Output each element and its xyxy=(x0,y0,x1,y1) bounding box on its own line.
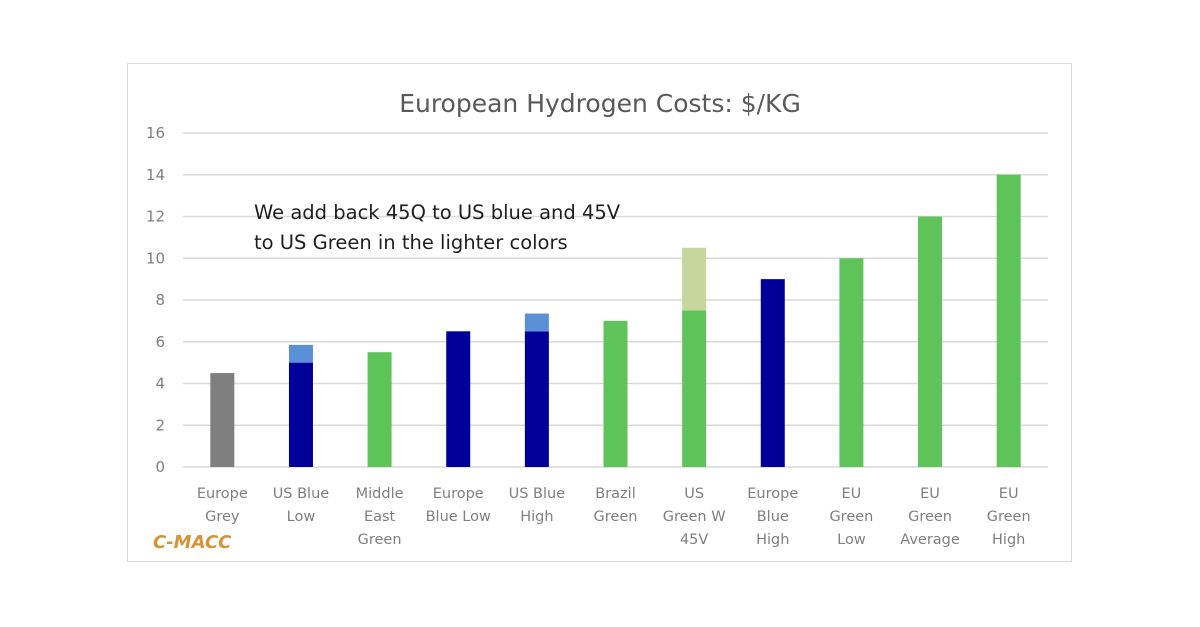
x-category-label-line: High xyxy=(992,532,1025,548)
y-tick-label: 2 xyxy=(155,416,165,434)
x-category-label: US Blue High xyxy=(509,486,566,525)
bar-base xyxy=(918,216,943,467)
x-category-label-line: High xyxy=(756,532,789,548)
bar-base xyxy=(524,331,549,467)
x-category-label: EU Green High xyxy=(987,486,1031,548)
c-macc-logo: C-MACC xyxy=(153,532,232,553)
y-tick-label: 14 xyxy=(146,166,165,184)
bar-base xyxy=(446,331,471,467)
x-category-label-line: Green W xyxy=(663,509,726,525)
y-tick-label: 12 xyxy=(146,208,165,226)
y-tick-label: 4 xyxy=(155,375,165,393)
x-category-label-line: Low xyxy=(837,532,866,548)
y-tick-label: 8 xyxy=(155,291,165,309)
y-tick-label: 10 xyxy=(146,249,165,267)
x-category-label-line: Green xyxy=(594,509,638,525)
x-category-label-line: Average xyxy=(900,532,960,548)
x-category-label: Middle East Green xyxy=(356,486,404,548)
x-category-label-line: Europe xyxy=(747,486,798,502)
x-category-label-line: Europe xyxy=(433,486,484,502)
bar-base xyxy=(603,320,628,467)
y-tick-label: 6 xyxy=(155,333,165,351)
bar-credit-addback xyxy=(288,344,313,363)
x-category-label-line: Green xyxy=(358,532,402,548)
x-category-label-line: Green xyxy=(987,509,1031,525)
x-category-label: EU Green Low xyxy=(829,486,873,548)
x-category-label: Europe Blue High xyxy=(747,486,798,548)
bar-base xyxy=(839,258,864,467)
bar-base xyxy=(682,310,707,467)
chart-frame: European Hydrogen Costs: $/KG 0 2 4 6 8 10 12 1… xyxy=(127,63,1072,562)
x-category-label-line: US xyxy=(684,486,704,502)
x-category-label: Europe Grey xyxy=(197,486,248,525)
x-category-label-line: Middle xyxy=(356,486,404,502)
x-category-label-line: 45V xyxy=(680,532,708,548)
annotation-line-2: to US Green in the lighter colors xyxy=(254,231,568,254)
x-category-label-line: Europe xyxy=(197,486,248,502)
y-tick-label: 0 xyxy=(155,458,165,476)
chart-title: European Hydrogen Costs: $/KG xyxy=(399,89,801,118)
x-axis-labels: Europe Grey US Blue Low Middle East Green Europ… xyxy=(197,486,1031,548)
x-category-label-line: US Blue xyxy=(273,486,330,502)
bar-credit-addback xyxy=(524,313,549,332)
x-category-label: US Green W 45V xyxy=(663,486,726,548)
x-category-label-line: US Blue xyxy=(509,486,566,502)
chart-canvas: European Hydrogen Costs: $/KG 0 2 4 6 8 10 12 1… xyxy=(146,89,1048,553)
x-category-label-line: Low xyxy=(287,509,316,525)
x-category-label: Brazil Green xyxy=(594,486,638,525)
bar-base xyxy=(210,373,235,467)
bar-base xyxy=(996,174,1021,467)
y-axis-ticks: 0 2 4 6 8 10 12 14 16 xyxy=(146,124,165,476)
x-category-label-line: EU xyxy=(842,486,862,502)
x-category-label-line: EU xyxy=(920,486,940,502)
x-category-label-line: Blue xyxy=(757,509,789,525)
x-category-label-line: East xyxy=(364,509,396,525)
x-category-label-line: Grey xyxy=(205,509,240,525)
x-category-label: Europe Blue Low xyxy=(426,486,491,525)
x-category-label-line: Brazil xyxy=(595,486,635,502)
x-category-label-line: EU xyxy=(999,486,1019,502)
annotation-line-1: We add back 45Q to US blue and 45V xyxy=(254,201,621,224)
x-category-label: US Blue Low xyxy=(273,486,330,525)
y-tick-label: 16 xyxy=(146,124,165,142)
bar-base xyxy=(760,279,785,467)
x-category-label-line: Green xyxy=(908,509,952,525)
bars xyxy=(210,174,1021,467)
x-category-label-line: Green xyxy=(829,509,873,525)
bar-base xyxy=(288,362,313,467)
bar-credit-addback xyxy=(682,247,707,311)
gridlines xyxy=(183,132,1048,468)
x-category-label: EU Green Average xyxy=(900,486,960,548)
x-category-label-line: High xyxy=(520,509,553,525)
bar-base xyxy=(367,352,392,467)
x-category-label-line: Blue Low xyxy=(426,509,491,525)
